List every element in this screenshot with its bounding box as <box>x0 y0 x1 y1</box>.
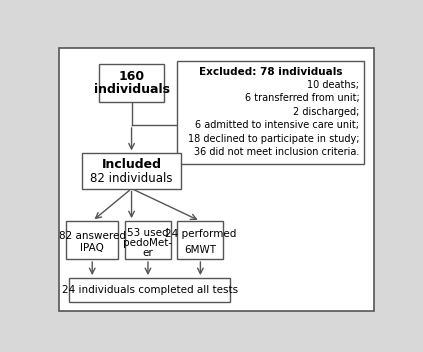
Text: 36 did not meet inclusion criteria.: 36 did not meet inclusion criteria. <box>194 147 360 157</box>
Text: 82 answered: 82 answered <box>59 231 126 241</box>
FancyBboxPatch shape <box>66 221 118 259</box>
FancyBboxPatch shape <box>178 61 364 164</box>
Text: 6 admitted to intensive care unit;: 6 admitted to intensive care unit; <box>195 120 360 130</box>
Text: Excluded: 78 individuals: Excluded: 78 individuals <box>199 67 343 76</box>
Text: er: er <box>143 249 153 258</box>
FancyBboxPatch shape <box>82 153 181 189</box>
Text: 24 performed: 24 performed <box>165 230 236 239</box>
FancyBboxPatch shape <box>178 221 223 259</box>
FancyBboxPatch shape <box>99 64 164 102</box>
Text: 6 transferred from unit;: 6 transferred from unit; <box>244 93 360 103</box>
Text: pedoMet-: pedoMet- <box>124 238 173 248</box>
Text: 82 individuals: 82 individuals <box>90 171 173 184</box>
Text: 6MWT: 6MWT <box>184 245 217 254</box>
FancyBboxPatch shape <box>59 48 374 310</box>
Text: 10 deaths;: 10 deaths; <box>308 80 360 89</box>
FancyBboxPatch shape <box>125 221 171 259</box>
Text: 53 used: 53 used <box>127 227 169 238</box>
Text: 18 declined to participate in study;: 18 declined to participate in study; <box>188 134 360 144</box>
Text: individuals: individuals <box>93 83 170 96</box>
FancyBboxPatch shape <box>69 278 230 302</box>
Text: Included: Included <box>102 158 162 171</box>
Text: 24 individuals completed all tests: 24 individuals completed all tests <box>61 285 238 295</box>
Text: IPAQ: IPAQ <box>80 244 104 253</box>
Text: 160: 160 <box>118 70 145 83</box>
Text: 2 discharged;: 2 discharged; <box>293 107 360 117</box>
